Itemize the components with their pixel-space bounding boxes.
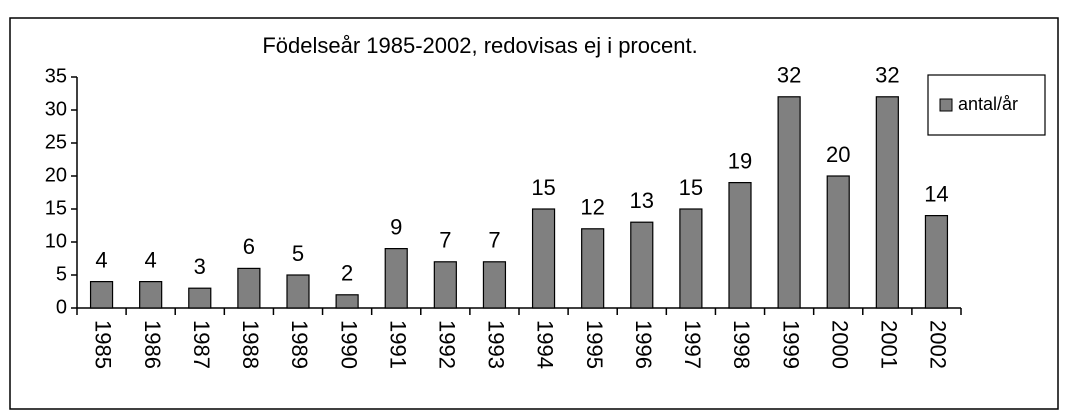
y-tick-label: 35 [45, 65, 67, 87]
bar [433, 261, 457, 309]
data-label: 4 [145, 247, 157, 272]
bar [286, 274, 310, 309]
bar [630, 221, 654, 309]
y-tick-label: 20 [45, 164, 67, 186]
data-label: 6 [243, 234, 255, 259]
bar [581, 228, 605, 309]
legend-label: antal/år [958, 94, 1018, 114]
x-tick-label: 1986 [140, 320, 165, 369]
bar [384, 248, 408, 309]
x-tick-label: 1999 [778, 320, 803, 369]
bar [139, 281, 163, 309]
y-tick-label: 25 [45, 131, 67, 153]
y-tick-label: 5 [56, 263, 67, 285]
y-tick-label: 10 [45, 230, 67, 252]
y-tick-label: 15 [45, 197, 67, 219]
data-label: 32 [875, 63, 899, 88]
bar [875, 96, 899, 309]
bar [482, 261, 507, 309]
data-label: 12 [580, 195, 604, 220]
y-tick-label: 0 [56, 296, 67, 318]
x-tick-label: 1993 [484, 320, 509, 369]
x-tick-label: 2000 [827, 320, 852, 369]
data-label: 20 [826, 142, 850, 167]
x-tick-label: 1990 [336, 320, 361, 369]
x-tick-label: 1991 [385, 320, 410, 369]
data-label: 19 [728, 148, 752, 173]
x-tick-label: 1997 [680, 320, 705, 369]
data-label: 15 [679, 175, 703, 200]
y-tick-label: 30 [45, 98, 67, 120]
data-label: 5 [292, 241, 304, 266]
data-label: 2 [341, 261, 353, 286]
x-tick-label: 1989 [287, 320, 312, 369]
data-label: 15 [531, 175, 555, 200]
chart-title: Födelseår 1985-2002, redovisas ej i proc… [262, 33, 697, 58]
data-label: 32 [777, 63, 801, 88]
bar [531, 208, 556, 309]
bar [188, 287, 212, 309]
x-tick-label: 1988 [238, 320, 263, 369]
x-tick-label: 2002 [926, 320, 951, 369]
bar [777, 96, 801, 309]
x-tick-label: 1995 [582, 320, 607, 369]
bar [728, 182, 752, 309]
bar [826, 175, 850, 309]
x-tick-label: 1992 [435, 320, 460, 369]
data-label: 7 [439, 228, 451, 253]
bar [237, 267, 261, 309]
data-label: 4 [95, 247, 107, 272]
data-label: 9 [390, 214, 402, 239]
bar [89, 281, 114, 309]
data-label: 13 [630, 188, 654, 213]
data-label: 14 [924, 181, 948, 206]
x-tick-label: 1998 [729, 320, 754, 369]
x-tick-label: 1994 [533, 320, 558, 369]
legend-swatch [939, 98, 953, 112]
bar [679, 208, 703, 309]
x-tick-label: 2001 [877, 320, 902, 369]
data-label: 7 [488, 228, 500, 253]
bar [335, 294, 359, 309]
x-tick-label: 1987 [189, 320, 214, 369]
x-tick-label: 1985 [91, 320, 116, 369]
bar [924, 215, 949, 309]
data-label: 3 [194, 254, 206, 279]
x-tick-label: 1996 [631, 320, 656, 369]
